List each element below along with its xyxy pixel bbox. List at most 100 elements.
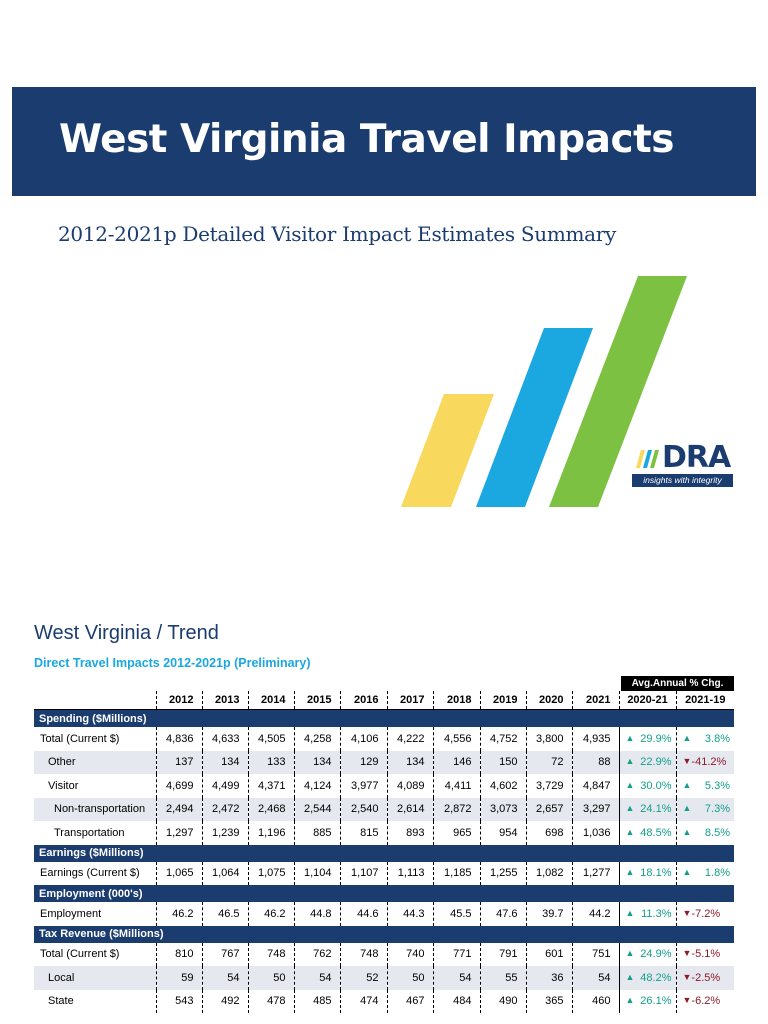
pct-change-cell: ▲ 22.9%	[618, 750, 676, 774]
value-cell: 490	[479, 989, 526, 1013]
pct-change-cell: ▼ -6.2%	[675, 989, 734, 1013]
pct-value: 24.9%	[640, 948, 672, 961]
value-cell: 1,064	[201, 861, 248, 885]
page-subtitle: 2012-2021p Detailed Visitor Impact Estim…	[58, 222, 617, 246]
value-cell: 4,499	[201, 774, 248, 798]
value-cell: 134	[201, 750, 248, 774]
pct-change: ▲ 22.9%	[620, 756, 676, 768]
pct-change-cell: ▲ 29.9%	[618, 727, 676, 751]
up-triangle-icon: ▲	[682, 826, 692, 837]
value-cell: 137	[155, 750, 202, 774]
title-banner: West Virginia Travel Impacts	[12, 87, 756, 196]
up-triangle-icon: ▲	[682, 779, 692, 790]
value-cell: 815	[339, 821, 387, 845]
pct-change-cell: ▲ 26.1%	[618, 989, 676, 1013]
pct-change-cell: ▲ 8.5%	[675, 821, 734, 845]
table-row: Other 137 134 133 134 129 134 146 150 72 88 ▲ 22.9% ▼…	[34, 750, 734, 774]
value-cell: 4,124	[293, 774, 340, 798]
value-cell: 134	[386, 750, 433, 774]
pct-change: ▼ -6.2%	[677, 995, 734, 1007]
pct-change-cell: ▲ 18.1%	[618, 861, 676, 885]
table-row: Total (Current $) 4,836 4,633 4,505 4,258 4,1…	[34, 727, 734, 751]
value-cell: 44.3	[386, 902, 433, 926]
value-cell: 50	[386, 966, 433, 990]
value-cell: 485	[293, 989, 340, 1013]
section-label: Earnings ($Millions)	[34, 844, 734, 862]
value-cell: 748	[339, 942, 387, 966]
value-cell: 771	[432, 942, 480, 966]
row-label: Non-transportation	[34, 797, 156, 821]
row-label: Total (Current $)	[40, 732, 120, 745]
value-cell: 1,104	[293, 861, 340, 885]
trend-section-title: West Virginia / Trend	[34, 622, 219, 644]
value-cell: 885	[293, 821, 340, 845]
value-cell: 134	[293, 750, 340, 774]
value-cell: 59	[155, 966, 202, 990]
pct-value: 22.9%	[640, 756, 672, 769]
value-cell: 1,277	[571, 861, 619, 885]
page-title: West Virginia Travel Impacts	[59, 117, 674, 162]
pct-change: ▲ 48.2%	[620, 972, 676, 984]
value-cell: 2,494	[155, 797, 202, 821]
row-label: Other	[34, 750, 156, 774]
pct-change: ▲ 11.3%	[620, 908, 676, 920]
value-cell: 762	[293, 942, 340, 966]
pct-change: ▼ -5.1%	[677, 948, 734, 960]
pct-change-cell: ▲ 1.8%	[675, 861, 734, 885]
up-triangle-icon: ▲	[625, 756, 635, 767]
value-cell: 1,075	[247, 861, 294, 885]
pct-value: 29.9%	[640, 732, 672, 745]
down-triangle-icon: ▼	[682, 756, 692, 767]
pct-change-cell: ▲ 30.0%	[618, 774, 676, 798]
row-label: Transportation	[54, 826, 125, 839]
value-cell: 4,847	[571, 774, 619, 798]
value-cell: 478	[247, 989, 294, 1013]
pct-change: ▲ 24.1%	[620, 803, 676, 815]
value-cell: 954	[479, 821, 526, 845]
table-row: Total (Current $) 810 767 748 762 748 740 771 79…	[34, 942, 734, 966]
up-triangle-icon: ▲	[625, 826, 635, 837]
value-cell: 88	[571, 750, 619, 774]
value-cell: 55	[479, 966, 526, 990]
pct-change: ▲ 7.3%	[677, 803, 734, 815]
pct-change: ▲ 24.9%	[620, 948, 676, 960]
value-cell: 1,297	[155, 821, 202, 845]
value-cell: 365	[525, 989, 572, 1013]
year-header: 2016	[339, 691, 387, 710]
value-cell: 72	[525, 750, 572, 774]
value-cell: 2,614	[386, 797, 433, 821]
value-cell: 4,752	[479, 727, 526, 751]
pct-change: ▲ 8.5%	[677, 826, 734, 839]
pct-value: 11.3%	[641, 907, 672, 920]
avg-annual-change-header: Avg.Annual % Chg.	[621, 676, 734, 691]
year-header: 2012	[155, 691, 202, 710]
value-cell: 1,196	[247, 821, 294, 845]
pct-change: ▲ 5.3%	[677, 779, 734, 792]
value-cell: 4,836	[155, 727, 202, 751]
pct-change-cell: ▼ -2.5%	[675, 966, 734, 990]
value-cell: 47.6	[479, 902, 526, 926]
value-cell: 4,371	[247, 774, 294, 798]
value-cell: 3,297	[571, 797, 619, 821]
up-triangle-icon: ▲	[682, 867, 692, 878]
value-cell: 133	[247, 750, 294, 774]
pct-value: 5.3%	[704, 779, 730, 792]
value-cell: 740	[386, 942, 433, 966]
table-header-row: 2012 2013 2014 2015 2016 2017 2018 2019 2020 2021…	[34, 691, 734, 710]
pct-change-cell: ▲ 3.8%	[675, 727, 734, 751]
value-cell: 460	[571, 989, 619, 1013]
pct-change-cell: ▼ -7.2%	[675, 902, 734, 926]
value-cell: 36	[525, 966, 572, 990]
section-row: Employment (000's)	[34, 885, 734, 902]
value-cell: 474	[339, 989, 387, 1013]
value-cell: 492	[201, 989, 248, 1013]
year-header: 2013	[201, 691, 248, 710]
table-caption: Direct Travel Impacts 2012-2021p (Prelim…	[34, 656, 311, 670]
pct-change: ▼ -41.2%	[677, 756, 734, 768]
value-cell: 791	[479, 942, 526, 966]
row-label: Employment	[40, 907, 102, 920]
value-cell: 4,411	[432, 774, 480, 798]
value-cell: 767	[201, 942, 248, 966]
value-cell: 39.7	[525, 902, 572, 926]
year-header: 2020	[525, 691, 572, 710]
